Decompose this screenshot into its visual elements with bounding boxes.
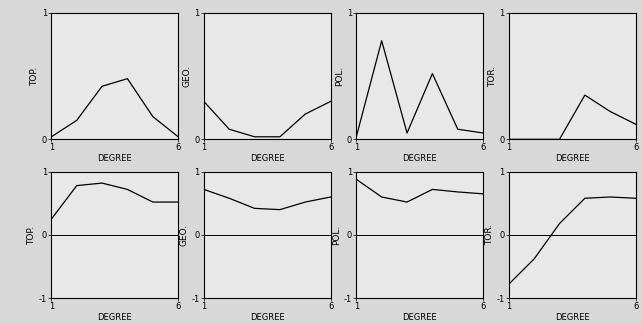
X-axis label: DEGREE: DEGREE (555, 313, 589, 322)
Y-axis label: TOP.: TOP. (27, 225, 36, 245)
X-axis label: DEGREE: DEGREE (250, 154, 284, 163)
Y-axis label: GEO.: GEO. (180, 224, 189, 246)
Y-axis label: POL.: POL. (335, 66, 344, 86)
Y-axis label: TOR.: TOR. (487, 65, 497, 87)
Y-axis label: GEO.: GEO. (182, 65, 192, 87)
X-axis label: DEGREE: DEGREE (555, 154, 589, 163)
X-axis label: DEGREE: DEGREE (403, 313, 437, 322)
Y-axis label: POL.: POL. (332, 225, 341, 245)
Y-axis label: TOP.: TOP. (30, 66, 39, 86)
X-axis label: DEGREE: DEGREE (250, 313, 284, 322)
X-axis label: DEGREE: DEGREE (403, 154, 437, 163)
X-axis label: DEGREE: DEGREE (98, 154, 132, 163)
X-axis label: DEGREE: DEGREE (98, 313, 132, 322)
Y-axis label: TOR.: TOR. (485, 224, 494, 246)
